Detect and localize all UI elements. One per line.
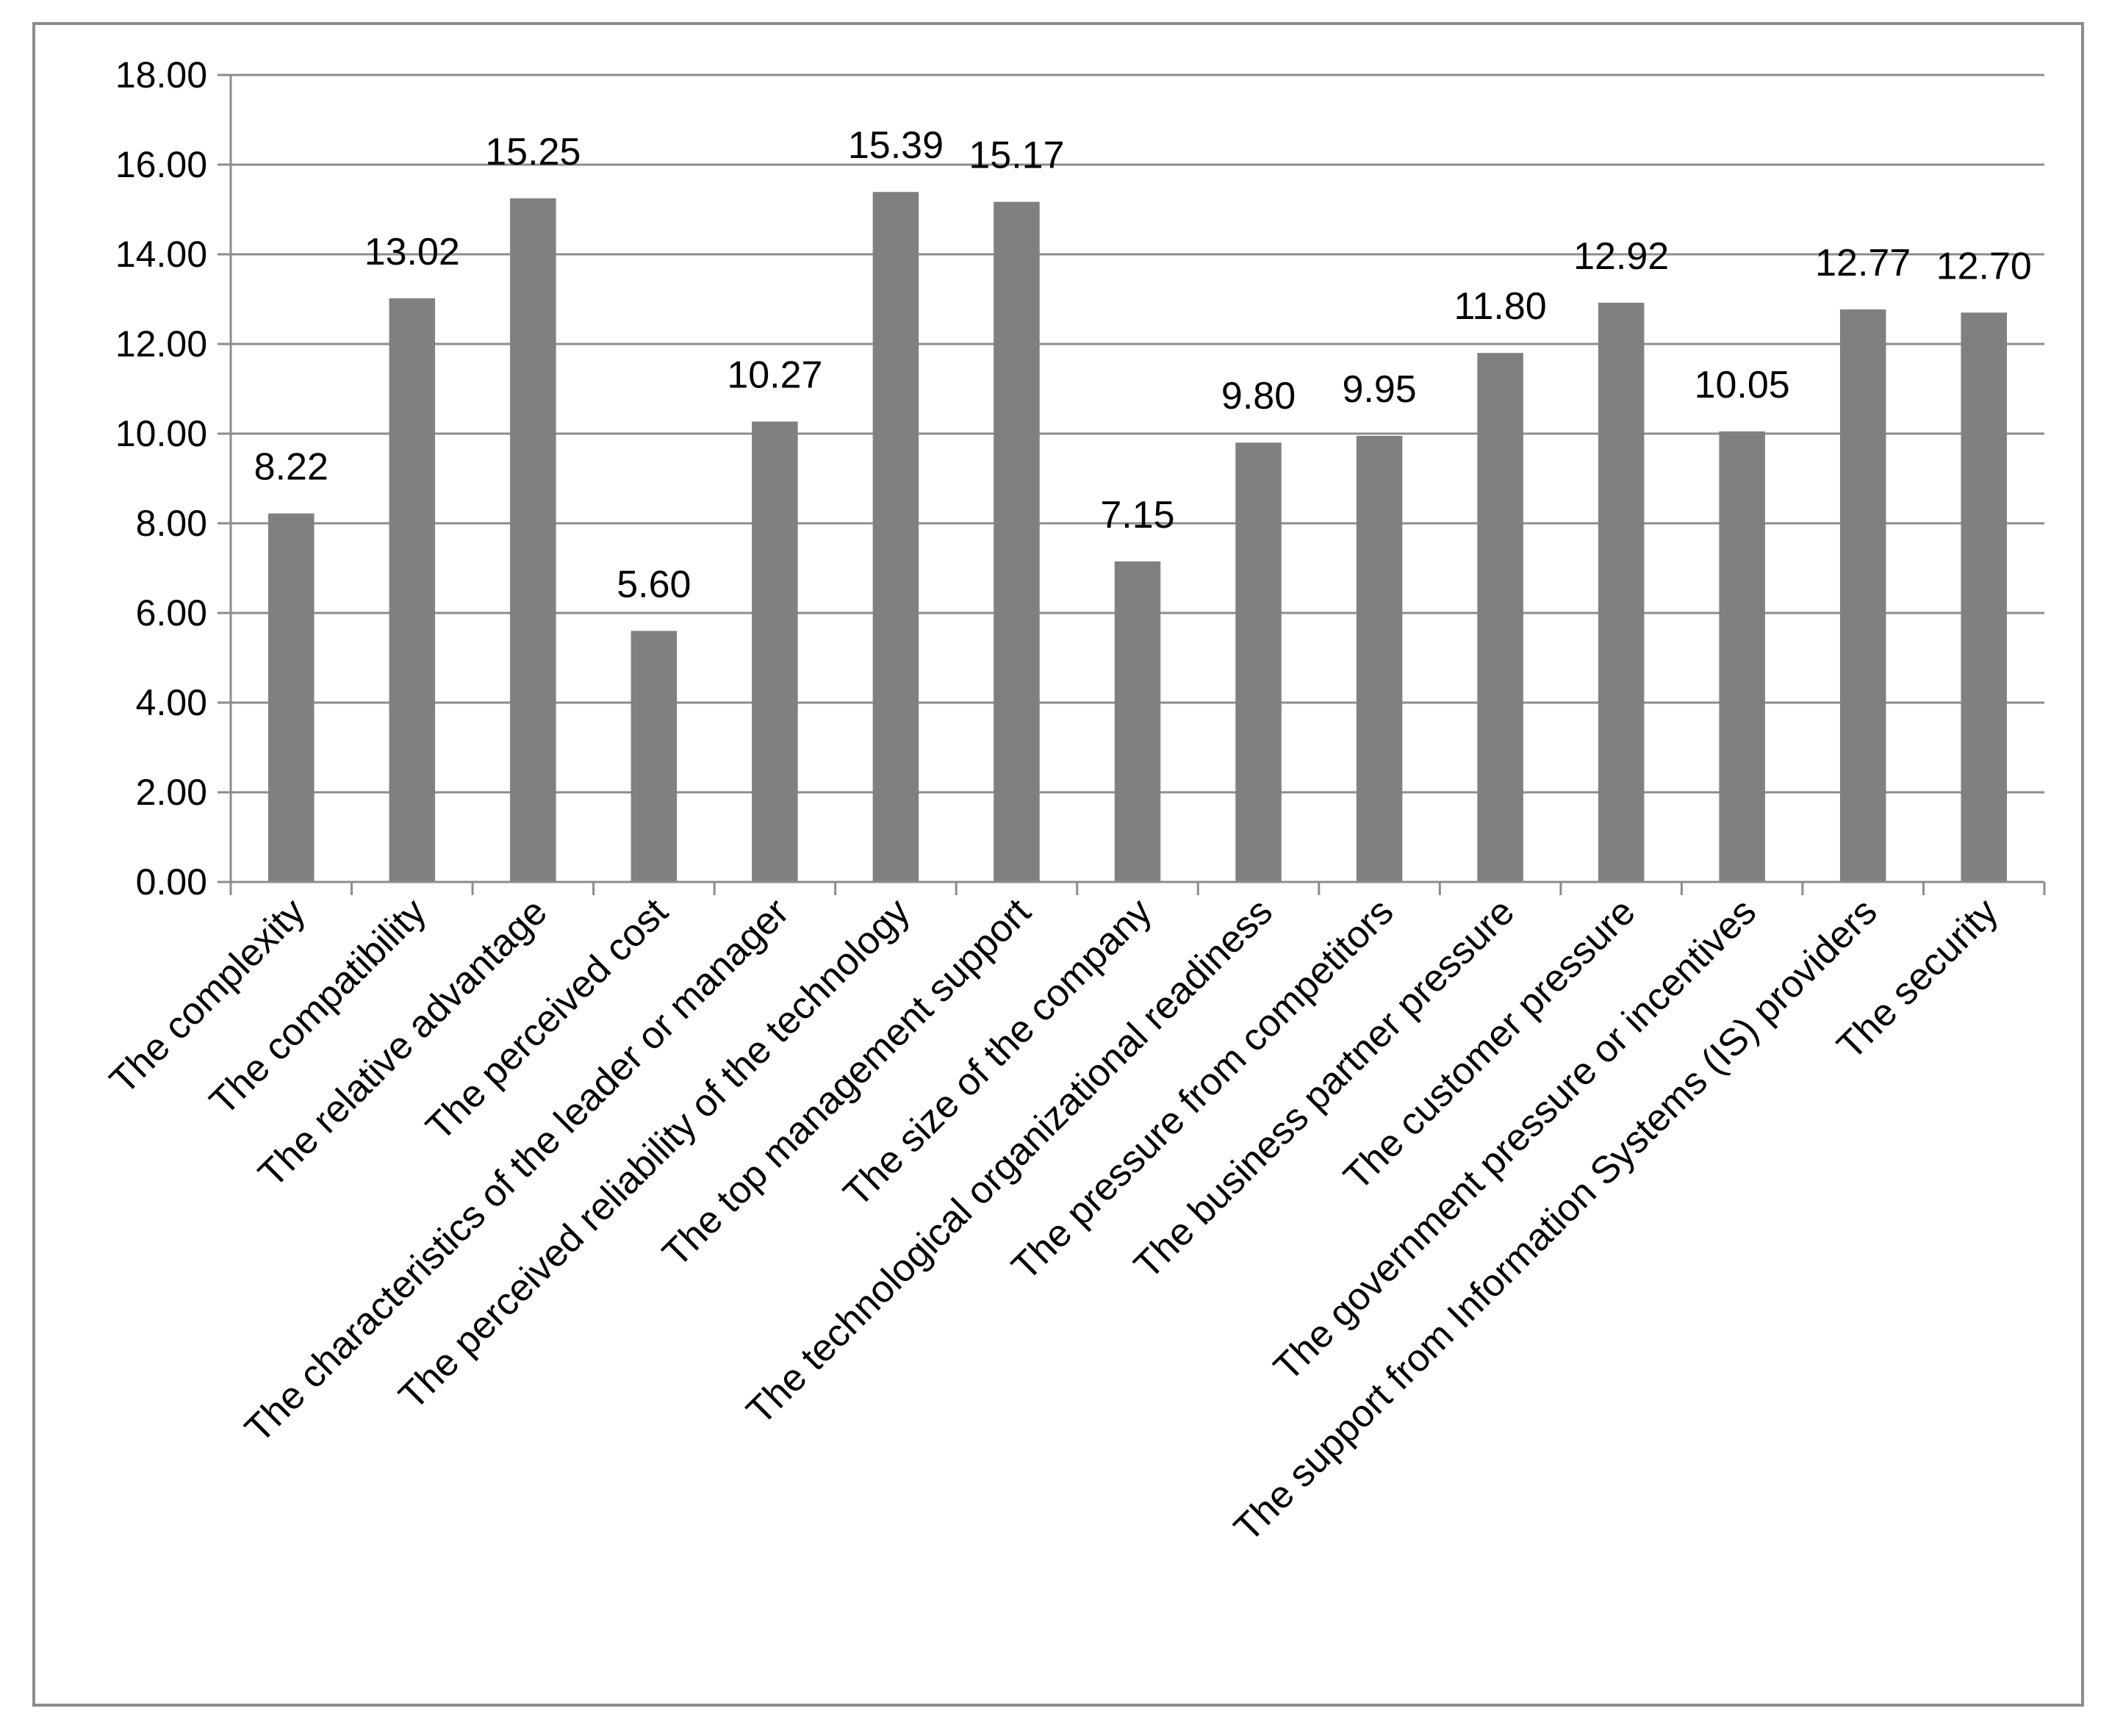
- data-label: 12.70: [1936, 245, 2032, 287]
- data-label: 15.39: [848, 124, 944, 167]
- bar: [631, 631, 678, 882]
- y-tick-label: 16.00: [115, 144, 207, 185]
- y-tick-label: 8.00: [136, 503, 207, 544]
- bar: [268, 513, 315, 882]
- data-label: 13.02: [364, 231, 460, 273]
- data-label: 12.92: [1573, 235, 1669, 278]
- data-label: 12.77: [1815, 242, 1911, 284]
- y-tick-label: 2.00: [136, 772, 207, 813]
- bar: [1719, 431, 1765, 882]
- bar: [752, 421, 798, 882]
- data-label: 10.05: [1695, 364, 1790, 406]
- data-label: 8.22: [254, 446, 328, 489]
- y-tick-label: 4.00: [136, 682, 207, 723]
- data-label: 7.15: [1100, 494, 1174, 537]
- bar: [510, 198, 556, 882]
- axes: [218, 73, 2046, 895]
- data-label: 9.80: [1221, 375, 1296, 417]
- bar: [1598, 302, 1645, 882]
- category-label: The compatibility: [201, 890, 434, 1123]
- bar: [872, 192, 919, 882]
- data-label: 9.95: [1342, 368, 1416, 411]
- bar: [1961, 312, 2007, 882]
- bar: [994, 201, 1040, 882]
- bar: [1839, 309, 1886, 882]
- bars: [268, 192, 2007, 882]
- y-tick-label: 10.00: [115, 413, 207, 454]
- y-tick-label: 6.00: [136, 592, 207, 634]
- y-tick-label: 0.00: [136, 861, 207, 903]
- y-tick-label: 18.00: [115, 54, 207, 96]
- data-label: 11.80: [1454, 285, 1546, 328]
- bar: [1114, 561, 1161, 882]
- y-tick-label: 14.00: [115, 234, 207, 275]
- chart-frame: 0.00 2.00 4.00 6.00 8.00 10.00 12.00 14.00 16.00…: [32, 22, 2084, 1707]
- data-label: 5.60: [617, 563, 691, 606]
- bar-chart: 0.00 2.00 4.00 6.00 8.00 10.00 12.00 14.00 16.00…: [101, 54, 2046, 1550]
- data-label: 15.17: [969, 134, 1064, 177]
- bar: [1235, 442, 1282, 882]
- y-tick-label: 12.00: [115, 323, 207, 365]
- bar: [1356, 436, 1403, 882]
- data-label: 15.25: [485, 131, 581, 173]
- data-label: 10.27: [727, 354, 822, 397]
- bar: [389, 298, 436, 882]
- bar: [1477, 353, 1523, 882]
